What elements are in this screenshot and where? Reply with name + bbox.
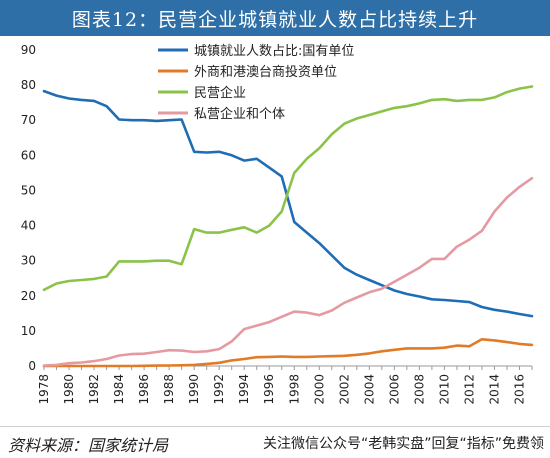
- x-axis-ticks: 1978 1980 1982 1984 1986 1988 1990 1992 1994 1996…: [37, 365, 533, 405]
- series-line-2: [42, 85, 534, 292]
- y-tick-label: 0: [28, 359, 36, 373]
- source-note: 资料来源：国家统计局: [8, 436, 169, 455]
- legend-label-2: 民营企业: [194, 85, 246, 101]
- x-tick-label: 2004: [362, 374, 376, 405]
- x-tick-label: 1978: [37, 374, 51, 405]
- x-tick-label: 1992: [212, 374, 226, 405]
- x-tick-label: 2010: [437, 374, 451, 405]
- legend-label-0: 城镇就业人数占比:国有单位: [194, 44, 354, 59]
- y-tick-label: 80: [21, 78, 36, 92]
- y-tick-label: 70: [21, 113, 36, 127]
- y-tick-label: 20: [21, 289, 36, 303]
- x-tick-label: 1982: [87, 374, 101, 405]
- x-tick-label: 1986: [137, 374, 151, 405]
- legend-label-1: 外商和港澳台商投资单位: [194, 64, 337, 80]
- chart-title: 图表12：民营企业城镇就业人数占比持续上升: [0, 0, 550, 36]
- x-tick-label: 1980: [62, 374, 76, 405]
- series-line-3: [42, 176, 534, 367]
- x-tick-label: 2016: [512, 374, 526, 405]
- x-tick-label: 1996: [262, 374, 276, 405]
- y-tick-label: 90: [21, 43, 36, 57]
- footer: 资料来源：国家统计局 关注微信公众号“老韩实盘”回复“指标”免费领: [0, 426, 550, 458]
- y-axis-ticks: 0 10 20 30 40 50 60 70 80 90: [21, 43, 36, 373]
- y-tick-label: 50: [21, 183, 36, 197]
- y-tick-label: 40: [21, 219, 36, 233]
- y-tick-label: 30: [21, 254, 36, 268]
- x-tick-label: 2000: [312, 374, 326, 405]
- x-tick-label: 1994: [237, 374, 251, 405]
- x-tick-label: 2014: [487, 374, 501, 405]
- watermark-text: 关注微信公众号“老韩实盘”回复“指标”免费领: [260, 433, 546, 453]
- line-chart: 0 10 20 30 40 50 60 70 80 90 1978 1980 1982 1984 1986…: [21, 43, 534, 405]
- series-line-0: [42, 89, 534, 318]
- y-tick-label: 60: [21, 148, 36, 162]
- x-tick-label: 2002: [337, 374, 351, 405]
- x-tick-label: 2006: [387, 374, 401, 405]
- x-tick-label: 2012: [462, 374, 476, 405]
- x-tick-label: 1998: [287, 374, 301, 405]
- series-line-1: [42, 337, 534, 368]
- x-tick-label: 1990: [187, 374, 201, 405]
- x-tick-label: 1984: [112, 374, 126, 405]
- x-tick-label: 1988: [162, 374, 176, 405]
- series-lines: [42, 85, 534, 368]
- x-tick-label: 2008: [412, 374, 426, 405]
- legend-label-3: 私营企业和个体: [194, 106, 285, 122]
- y-tick-label: 10: [21, 324, 36, 338]
